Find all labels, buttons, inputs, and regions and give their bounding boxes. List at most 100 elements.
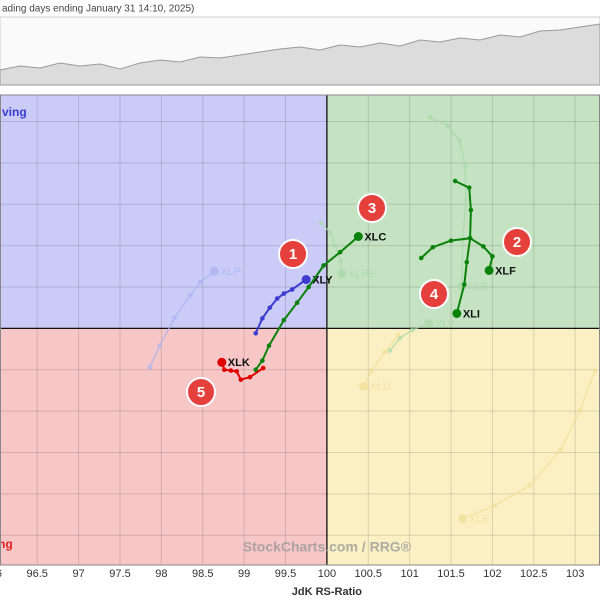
callout-badge [186,377,216,407]
tail-head [452,308,462,318]
tail-point [481,244,486,249]
tail-head [301,275,311,285]
tail-point [464,259,470,265]
tail-point [318,220,324,226]
chart-title: ading days ending January 31 14:10, 2025… [2,4,194,15]
tail-point [430,244,436,250]
x-tick-label: 100.5 [355,568,383,580]
benchmark-area [0,23,600,86]
series-label: XLY [312,274,333,286]
x-tick-label: 99.5 [275,568,296,580]
x-tick-label: 97.5 [109,568,130,580]
benchmark-strip [0,16,600,86]
tail-head [209,266,219,276]
tail-point [418,255,424,261]
tail-point [338,258,344,263]
series-label: XLP [220,266,241,278]
callout-badge [502,227,532,257]
callout-number: 3 [368,200,376,217]
series-label: XLE [469,514,490,526]
tail-point [448,238,454,243]
tail-point [592,368,598,373]
tail-point [188,292,193,298]
tail-point [234,369,239,374]
callout-number: 1 [289,246,297,263]
tail-point [238,377,244,382]
series-label: XLV [435,318,456,330]
tail-line [362,334,399,387]
tail-head [424,318,434,328]
tail-point [468,207,474,213]
quadrant [326,328,600,565]
x-tick-label: 98.5 [192,568,213,580]
quadrant-label: ng [0,537,13,551]
series-label: XLC [364,231,386,243]
series: XLC [253,231,386,373]
tail-point [260,365,266,371]
series: XLK [217,357,266,382]
tail-point [253,367,259,373]
callout-number: 2 [513,234,521,251]
tail-point [452,178,458,184]
x-tick-label: 102.5 [520,568,548,580]
x-axis-label: JdK RS-Ratio [292,586,363,598]
tail-point [395,332,401,338]
tail-point [382,350,388,355]
tail-point [428,115,433,120]
series-label: XLI [463,308,480,320]
x-tick-label: 96 [0,568,2,580]
series: XLU [358,332,401,393]
quadrant [0,95,327,329]
tail-point [527,483,532,488]
tail-point [172,315,177,320]
quadrant-label: ving [2,105,27,119]
plot-area: ving ng 96 96.5 97 97.5 98 98.5 99 99.5 100 100.5 10… [0,94,600,598]
series-label: XLU [369,381,390,393]
tail-head [217,357,227,367]
tail-point [267,305,273,310]
series: XLY [253,274,333,336]
tail-point [266,343,272,349]
tail-point [466,185,472,190]
series-label: XLF [495,265,516,277]
x-tick-label: 96.5 [27,568,48,580]
tail-point [157,343,163,349]
tail-point [289,287,295,292]
tail-point [457,138,462,143]
series: XLP [147,266,241,370]
tail-line [462,370,596,520]
x-tick-label: 97 [72,568,84,580]
watermark: StockCharts.com / RRG® [243,539,412,555]
tail-point [462,163,468,168]
tail-head [458,514,468,524]
tail-point [197,279,203,285]
series-label: XLK [228,357,250,369]
tail-point [260,358,265,363]
tail-point [369,368,374,373]
tail-point [337,249,343,255]
callout-badge [419,279,449,309]
tail-point [247,374,253,380]
quadrant [0,328,327,565]
tail-point [253,331,259,336]
tail-head [353,231,363,241]
x-tick-label: 102 [483,568,501,580]
tail-point [463,197,469,203]
tail-point [327,230,333,235]
x-tick-label: 99 [238,568,250,580]
tail-point [409,327,415,333]
tail-point [557,447,563,453]
callout-badge [278,239,308,269]
tail-point [577,407,583,413]
series: XLE [458,368,598,526]
tail-point [306,284,311,290]
tail-point [221,367,227,373]
x-tick-label: 98 [155,568,167,580]
tail-point [332,243,338,248]
tail-point [274,296,280,301]
series-label: XLB [468,281,489,293]
x-tick-label: 101 [400,568,418,580]
series: XLV [387,318,455,353]
tail-line [389,322,429,352]
